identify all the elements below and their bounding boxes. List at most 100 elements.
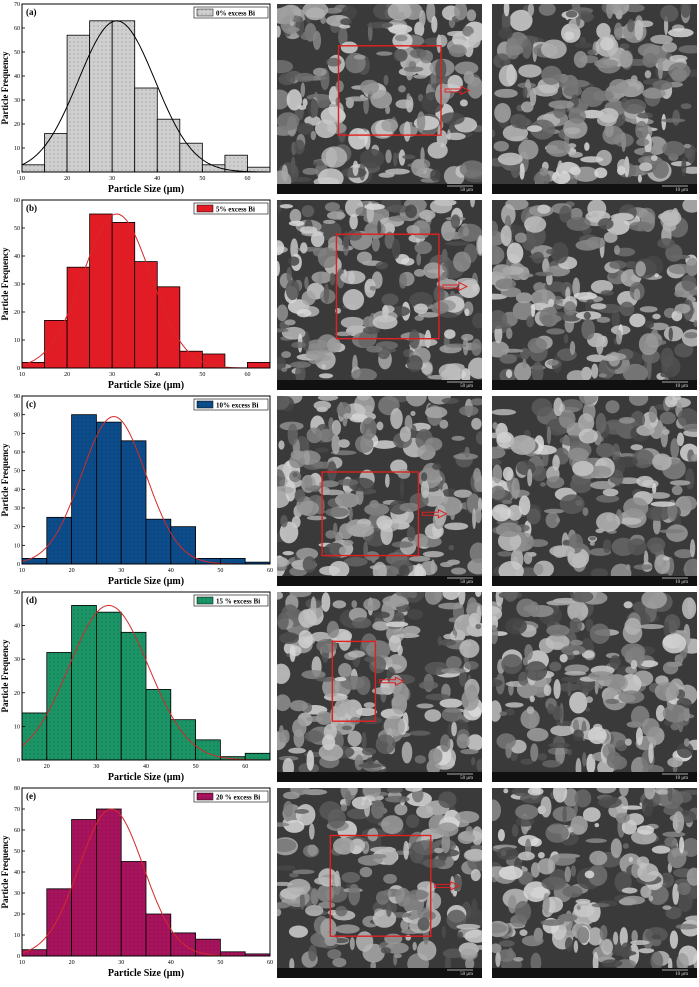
y-tick-label: 70 [14, 807, 20, 813]
scale-bar-label: 50 μm [460, 972, 473, 977]
x-tick-label: 30 [109, 176, 115, 182]
scale-bar-label: 10 μm [675, 776, 688, 781]
sem-high-mag-a: 10 μm [492, 4, 697, 194]
histogram-bar [21, 361, 45, 369]
x-tick-label: 30 [118, 568, 124, 574]
x-tick-label: 60 [242, 764, 248, 770]
histogram-bar [195, 938, 221, 957]
x-tick-label: 30 [118, 960, 124, 966]
histogram-bar [44, 133, 68, 173]
y-tick-label: 50 [14, 226, 20, 232]
legend-swatch [196, 596, 214, 605]
histogram-d: 0 10 20 30 40 50 20 30 40 50 60 Particle Size (μm) P… [0, 590, 271, 783]
histogram-bar [120, 631, 147, 761]
zoom-arrow-icon [442, 281, 469, 292]
y-tick-label: 0 [17, 562, 20, 568]
y-tick-label: 30 [14, 98, 20, 104]
x-tick-label: 20 [69, 960, 75, 966]
x-tick-label: 10 [19, 176, 25, 182]
gaussian-fit-line [21, 213, 270, 369]
y-tick-label: 0 [17, 170, 20, 176]
histogram-bar [21, 164, 45, 173]
y-tick-label: 70 [14, 2, 20, 8]
histogram-bar [96, 808, 122, 957]
legend-swatch [196, 8, 214, 17]
histogram-bar [66, 266, 91, 369]
scale-bar-label: 10 μm [675, 384, 688, 389]
legend: 0% excess Bi [193, 6, 269, 19]
x-tick-label: 10 [19, 568, 25, 574]
zoom-arrow-icon [434, 881, 460, 891]
legend-swatch [196, 204, 214, 213]
x-tick-label: 50 [199, 372, 205, 378]
zoom-arrow-icon [421, 508, 448, 519]
histogram-bar [170, 719, 197, 761]
histogram-bar [244, 752, 271, 761]
x-tick-label: 20 [64, 176, 70, 182]
histogram-bar [170, 526, 197, 565]
histogram-bar [46, 888, 72, 957]
y-tick-label: 10 [14, 933, 20, 939]
x-tick-label: 40 [168, 568, 174, 574]
y-tick-label: 60 [14, 828, 20, 834]
sem-low-mag-b: 50 μm [277, 200, 482, 390]
x-axis-label: Particle Size (μm) [108, 576, 184, 587]
y-tick-label: 40 [14, 870, 20, 876]
zoom-region-box [335, 233, 440, 340]
x-axis-label: Particle Size (μm) [108, 184, 184, 195]
legend: 5% excess Bi [193, 202, 269, 215]
y-tick-label: 10 [14, 338, 20, 344]
plot-frame [21, 395, 271, 565]
x-axis-label: Particle Size (μm) [108, 380, 184, 391]
zoom-arrow-icon [444, 85, 471, 96]
x-tick-label: 20 [64, 372, 70, 378]
sem-low-mag-d: 50 μm [277, 592, 482, 782]
y-axis-label: Particle Frequency [0, 639, 10, 713]
histogram-bar [21, 949, 48, 957]
x-tick-label: 10 [19, 372, 25, 378]
y-tick-label: 30 [14, 282, 20, 288]
y-tick-label: 50 [14, 469, 20, 475]
sem-low-mag-e: 50 μm [277, 788, 482, 978]
y-tick-label: 20 [14, 691, 20, 697]
histogram-bar [89, 213, 113, 369]
sem-high-mag-d: 10 μm [492, 592, 697, 782]
legend-label: 0% excess Bi [216, 10, 255, 18]
histogram-bar [44, 320, 68, 369]
legend-label: 20 % excess Bi [216, 794, 260, 802]
histogram-bar [71, 605, 97, 761]
scale-bar-label: 10 μm [675, 188, 688, 193]
x-tick-label: 60 [267, 568, 273, 574]
legend: 10% excess Bi [193, 398, 269, 411]
x-axis-label: Particle Size (μm) [108, 772, 184, 783]
histogram-bar [71, 819, 97, 957]
histogram-bar [66, 34, 91, 173]
x-tick-label: 50 [217, 960, 223, 966]
y-tick-label: 0 [17, 366, 20, 372]
histogram-bar [120, 440, 147, 565]
histogram-bar [247, 361, 271, 369]
y-tick-label: 70 [14, 431, 20, 437]
histogram-bar [111, 20, 136, 173]
histogram-bar [170, 932, 197, 957]
x-tick-label: 60 [267, 960, 273, 966]
x-tick-label: 20 [69, 568, 75, 574]
y-tick-label: 40 [14, 487, 20, 493]
histogram-bar [145, 689, 172, 761]
zoom-arrow-icon [378, 676, 405, 687]
histogram-bar [111, 221, 136, 369]
histogram-bar [145, 913, 172, 957]
histogram-bar [120, 861, 147, 957]
x-tick-label: 30 [109, 372, 115, 378]
y-tick-label: 10 [14, 543, 20, 549]
x-axis-label: Particle Size (μm) [108, 968, 184, 979]
y-tick-label: 40 [14, 254, 20, 260]
panel-label: (a) [26, 7, 37, 17]
y-tick-label: 20 [14, 525, 20, 531]
histogram-bar [89, 20, 113, 173]
y-tick-label: 50 [14, 849, 20, 855]
zoom-region-box [331, 640, 377, 722]
histogram-bar [21, 557, 48, 565]
